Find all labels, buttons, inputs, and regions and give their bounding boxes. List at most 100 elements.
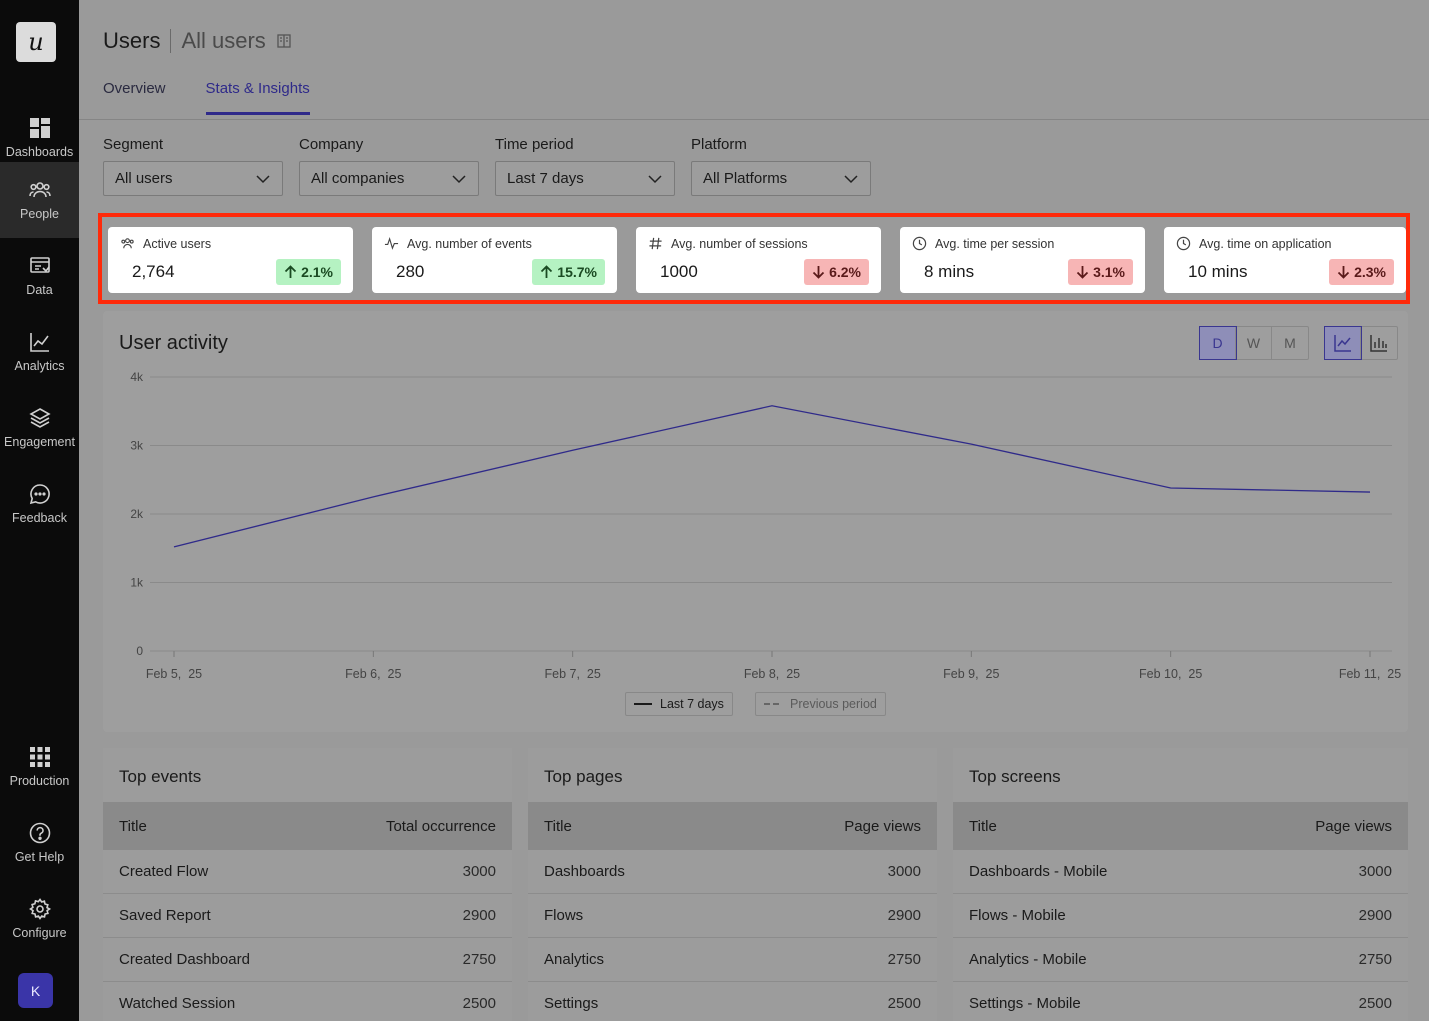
row-title: Dashboards — [544, 863, 625, 880]
select-value: All Platforms — [703, 170, 788, 187]
arrow-up-icon — [284, 265, 297, 278]
x-tick-label: Feb 8, 25 — [744, 667, 800, 681]
stat-label: Avg. number of events — [407, 236, 532, 251]
sidebar-item-production[interactable]: Production — [0, 729, 79, 805]
company-select[interactable]: All companies — [299, 161, 479, 196]
table-header: Title Total occurrence — [103, 802, 512, 850]
clock-icon — [1176, 236, 1191, 251]
sidebar-item-engagement[interactable]: Engagement — [0, 390, 79, 466]
x-tick-label: Feb 11, 25 — [1339, 667, 1401, 681]
granularity-day-button[interactable]: D — [1199, 326, 1237, 360]
app-logo[interactable]: u — [16, 22, 56, 62]
sidebar-item-feedback[interactable]: Feedback — [0, 466, 79, 542]
table-row[interactable]: Flows 2900 — [528, 894, 937, 938]
row-value: 3000 — [1358, 863, 1392, 880]
table-row[interactable]: Saved Report 2900 — [103, 894, 512, 938]
page-title-text: Users — [103, 28, 161, 53]
table-row[interactable]: Flows - Mobile 2900 — [953, 894, 1408, 938]
activity-title: User activity — [119, 332, 228, 354]
arrow-down-icon — [1337, 266, 1350, 279]
stat-value: 1000 — [660, 262, 698, 281]
col-value: Page views — [1315, 817, 1392, 835]
bar-chart-button[interactable] — [1361, 327, 1397, 359]
segment-select[interactable]: All users — [103, 161, 283, 196]
card-title: Top screens — [969, 767, 1061, 786]
tab-stats-insights[interactable]: Stats & Insights — [205, 80, 310, 115]
granularity-toggle: D W M — [1199, 326, 1309, 360]
sidebar-item-get-help[interactable]: Get Help — [0, 805, 79, 881]
sidebar-item-label: People — [20, 207, 59, 221]
stat-change: 2.1% — [301, 264, 333, 280]
chevron-down-icon — [256, 174, 270, 183]
chevron-down-icon — [648, 174, 662, 183]
top-events-card: Top events Title Total occurrence Created… — [103, 748, 512, 1021]
granularity-week-button[interactable]: W — [1236, 327, 1272, 359]
stat-value: 280 — [396, 262, 425, 281]
platform-filter: Platform All Platforms — [691, 136, 871, 196]
row-value: 2750 — [887, 951, 921, 968]
bar-chart-icon — [1370, 335, 1387, 352]
avatar[interactable]: K — [18, 973, 53, 1008]
table-row[interactable]: Created Flow 3000 — [103, 850, 512, 894]
card-title: Top events — [119, 767, 202, 786]
time-period-filter: Time period Last 7 days — [495, 136, 675, 196]
legend-current[interactable]: Last 7 days — [625, 692, 733, 716]
table-row[interactable]: Analytics 2750 — [528, 938, 937, 982]
y-tick-label: 3k — [130, 439, 144, 453]
table-row[interactable]: Settings - Mobile 2500 — [953, 982, 1408, 1021]
time-period-select[interactable]: Last 7 days — [495, 161, 675, 196]
sidebar-item-configure[interactable]: Configure — [0, 881, 79, 957]
select-value: Last 7 days — [507, 170, 584, 187]
sidebar-item-data[interactable]: Data — [0, 238, 79, 314]
grid-icon — [29, 747, 50, 767]
row-title: Saved Report — [119, 907, 211, 924]
stat-card-active-users: Active users 2,764 2.1% — [108, 227, 353, 293]
row-value: 2500 — [887, 995, 921, 1012]
sidebar-item-label: Dashboards — [5, 145, 74, 159]
book-icon[interactable] — [276, 33, 292, 49]
granularity-month-button[interactable]: M — [1284, 335, 1296, 351]
filter-label: Company — [299, 136, 364, 153]
dashboard-icon — [29, 118, 50, 138]
stat-label: Avg. time on application — [1199, 236, 1332, 251]
legend-previous[interactable]: Previous period — [755, 692, 886, 716]
analytics-icon — [29, 333, 49, 352]
chevron-down-icon — [452, 174, 466, 183]
chart-type-toggle — [1324, 326, 1398, 360]
layers-icon — [28, 408, 51, 428]
activity-icon — [384, 236, 399, 250]
table-row[interactable]: Dashboards 3000 — [528, 850, 937, 894]
row-title: Flows - Mobile — [969, 907, 1066, 924]
table-row[interactable]: Created Dashboard 2750 — [103, 938, 512, 982]
platform-select[interactable]: All Platforms — [691, 161, 871, 196]
stat-card-time-on-application: Avg. time on application 10 mins 2.3% — [1164, 227, 1406, 293]
stat-change-badge: 2.1% — [276, 259, 341, 285]
row-value: 2900 — [1358, 907, 1392, 924]
y-tick-label: 4k — [130, 370, 144, 384]
table-row[interactable]: Settings 2500 — [528, 982, 937, 1021]
clock-icon — [912, 236, 927, 251]
stat-change-badge: 6.2% — [804, 259, 869, 285]
col-title: Title — [119, 817, 147, 835]
stat-change: 6.2% — [829, 264, 861, 280]
line-chart-button[interactable] — [1324, 326, 1362, 360]
table-row[interactable]: Analytics - Mobile 2750 — [953, 938, 1408, 982]
table-row[interactable]: Dashboards - Mobile 3000 — [953, 850, 1408, 894]
col-value: Page views — [844, 817, 921, 835]
row-title: Watched Session — [119, 995, 236, 1012]
row-value: 2750 — [462, 951, 496, 968]
y-tick-label: 2k — [130, 507, 144, 521]
sidebar-item-people[interactable]: People — [0, 162, 79, 238]
segment-filter: Segment All users — [103, 136, 283, 196]
sidebar-item-dashboards[interactable]: Dashboards — [0, 100, 79, 176]
sidebar-item-label: Configure — [12, 926, 67, 940]
row-value: 3000 — [462, 863, 496, 880]
filter-label: Time period — [495, 136, 574, 153]
table-row[interactable]: Watched Session 2500 — [103, 982, 512, 1021]
x-tick-label: Feb 5, 25 — [146, 667, 202, 681]
y-tick-label: 1k — [130, 576, 144, 590]
tab-overview[interactable]: Overview — [103, 80, 166, 97]
select-value: All companies — [311, 170, 405, 187]
stat-change: 3.1% — [1093, 264, 1125, 280]
sidebar-item-analytics[interactable]: Analytics — [0, 314, 79, 390]
